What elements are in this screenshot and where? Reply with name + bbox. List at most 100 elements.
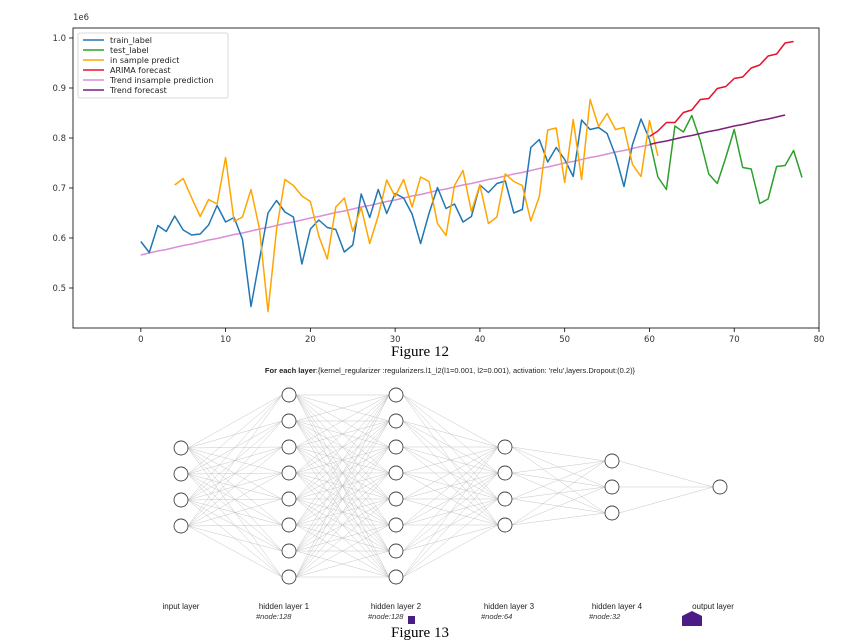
- edge: [402, 394, 499, 448]
- neuron-node: [388, 387, 404, 403]
- y-scale-label: 1e6: [73, 13, 89, 23]
- edge: [402, 420, 499, 448]
- edge: [511, 460, 606, 474]
- edge: [618, 486, 714, 514]
- x-tick-label: 50: [559, 335, 570, 345]
- figure-12-caption: Figure 12: [391, 344, 449, 360]
- legend-label: Trend insample prediction: [109, 76, 214, 85]
- edge: [511, 512, 606, 526]
- layer-label: hidden layer 3: [484, 602, 535, 611]
- neuron-node: [388, 491, 404, 507]
- neuron-node: [604, 453, 620, 469]
- edge: [187, 394, 283, 475]
- legend-label: ARIMA forecast: [110, 66, 171, 75]
- neuron-node: [281, 491, 297, 507]
- edge: [511, 446, 606, 462]
- edge: [187, 524, 283, 527]
- edge: [295, 394, 390, 500]
- edge: [402, 446, 499, 552]
- edge: [187, 394, 283, 449]
- edge: [295, 498, 390, 578]
- x-tick-label: 30: [390, 335, 401, 345]
- edge: [295, 472, 390, 578]
- edge: [402, 498, 499, 578]
- edge: [295, 394, 390, 448]
- edge: [187, 394, 283, 501]
- y-tick-label: 0.7: [52, 184, 66, 194]
- x-axis-ticks: 0 10 20 30 40 50 60 70 80: [138, 328, 824, 345]
- layer-node-count: #node:32: [589, 612, 621, 621]
- y-tick-label: 0.5: [52, 284, 66, 294]
- edge: [187, 525, 283, 578]
- figure-13-title: For each layer:{kernel_regularizer :regu…: [150, 366, 750, 375]
- edge: [618, 460, 714, 488]
- neuron-node: [604, 479, 620, 495]
- edge: [187, 498, 283, 527]
- edge: [295, 394, 390, 474]
- neuron-node: [281, 387, 297, 403]
- layer-label: output layer: [692, 602, 734, 611]
- x-tick-label: 20: [305, 335, 316, 345]
- neuron-node: [497, 517, 513, 533]
- layer-nodes: [173, 387, 728, 585]
- neuron-node: [173, 518, 189, 534]
- edge: [402, 446, 499, 578]
- neural-network-diagram: input layer hidden layer 1#node:128hidden…: [163, 387, 735, 626]
- neuron-node: [388, 439, 404, 455]
- neuron-node: [388, 569, 404, 585]
- x-tick-label: 10: [220, 335, 231, 345]
- y-tick-label: 1.0: [52, 34, 66, 44]
- neuron-node: [497, 465, 513, 481]
- x-tick-label: 0: [138, 335, 143, 345]
- edge: [295, 394, 390, 526]
- marker-hexagon-icon: [682, 611, 702, 626]
- x-tick-label: 40: [474, 335, 485, 345]
- series-line-trend-insample-prediction: [140, 144, 650, 256]
- layer-node-count: #node:128: [256, 612, 292, 621]
- edge: [295, 524, 390, 578]
- neuron-node: [497, 439, 513, 455]
- series-lines: [140, 40, 803, 313]
- edge: [402, 446, 499, 500]
- neuron-node: [281, 413, 297, 429]
- neuron-node: [388, 465, 404, 481]
- figure-13-caption: Figure 13: [391, 625, 449, 641]
- series-line-trend-forecast: [649, 114, 786, 146]
- series-line-train-label: [140, 118, 651, 308]
- series-line-test-label: [648, 114, 803, 205]
- edge: [187, 394, 283, 527]
- edge: [187, 525, 283, 552]
- y-tick-label: 0.9: [52, 84, 66, 94]
- neuron-node: [388, 517, 404, 533]
- neuron-node: [173, 492, 189, 508]
- neuron-node: [281, 569, 297, 585]
- edge: [295, 394, 390, 578]
- y-axis-ticks: 0.5 0.6 0.7 0.8 0.9 1.0: [52, 34, 73, 294]
- edge: [187, 446, 283, 527]
- neuron-node: [281, 543, 297, 559]
- edge: [187, 472, 283, 527]
- edge: [511, 460, 606, 526]
- x-tick-label: 70: [729, 335, 740, 345]
- neuron-node: [604, 505, 620, 521]
- edge: [402, 524, 499, 578]
- neuron-node: [281, 465, 297, 481]
- neuron-node: [388, 413, 404, 429]
- layer-labels: input layer hidden layer 1#node:128hidden…: [163, 602, 735, 621]
- layer-label: input layer: [163, 602, 200, 611]
- neuron-node: [712, 479, 728, 495]
- x-tick-label: 80: [814, 335, 825, 345]
- edge: [295, 420, 390, 578]
- legend-label: Trend forecast: [109, 86, 167, 95]
- series-line-arima-forecast: [649, 40, 794, 138]
- layer-node-count: #node:64: [481, 612, 512, 621]
- legend-label: in sample predict: [110, 56, 179, 65]
- legend-label: train_label: [110, 36, 152, 45]
- edge: [295, 394, 390, 422]
- title-bold-part: For each layer: [264, 366, 316, 375]
- edge: [402, 446, 499, 526]
- edge: [511, 460, 606, 500]
- figure-12-line-chart: 0.5 0.6 0.7 0.8 0.9 1.0 0 10 20 30 40 50 60 70 80 1e6…: [52, 13, 824, 345]
- layer-label: hidden layer 4: [592, 602, 643, 611]
